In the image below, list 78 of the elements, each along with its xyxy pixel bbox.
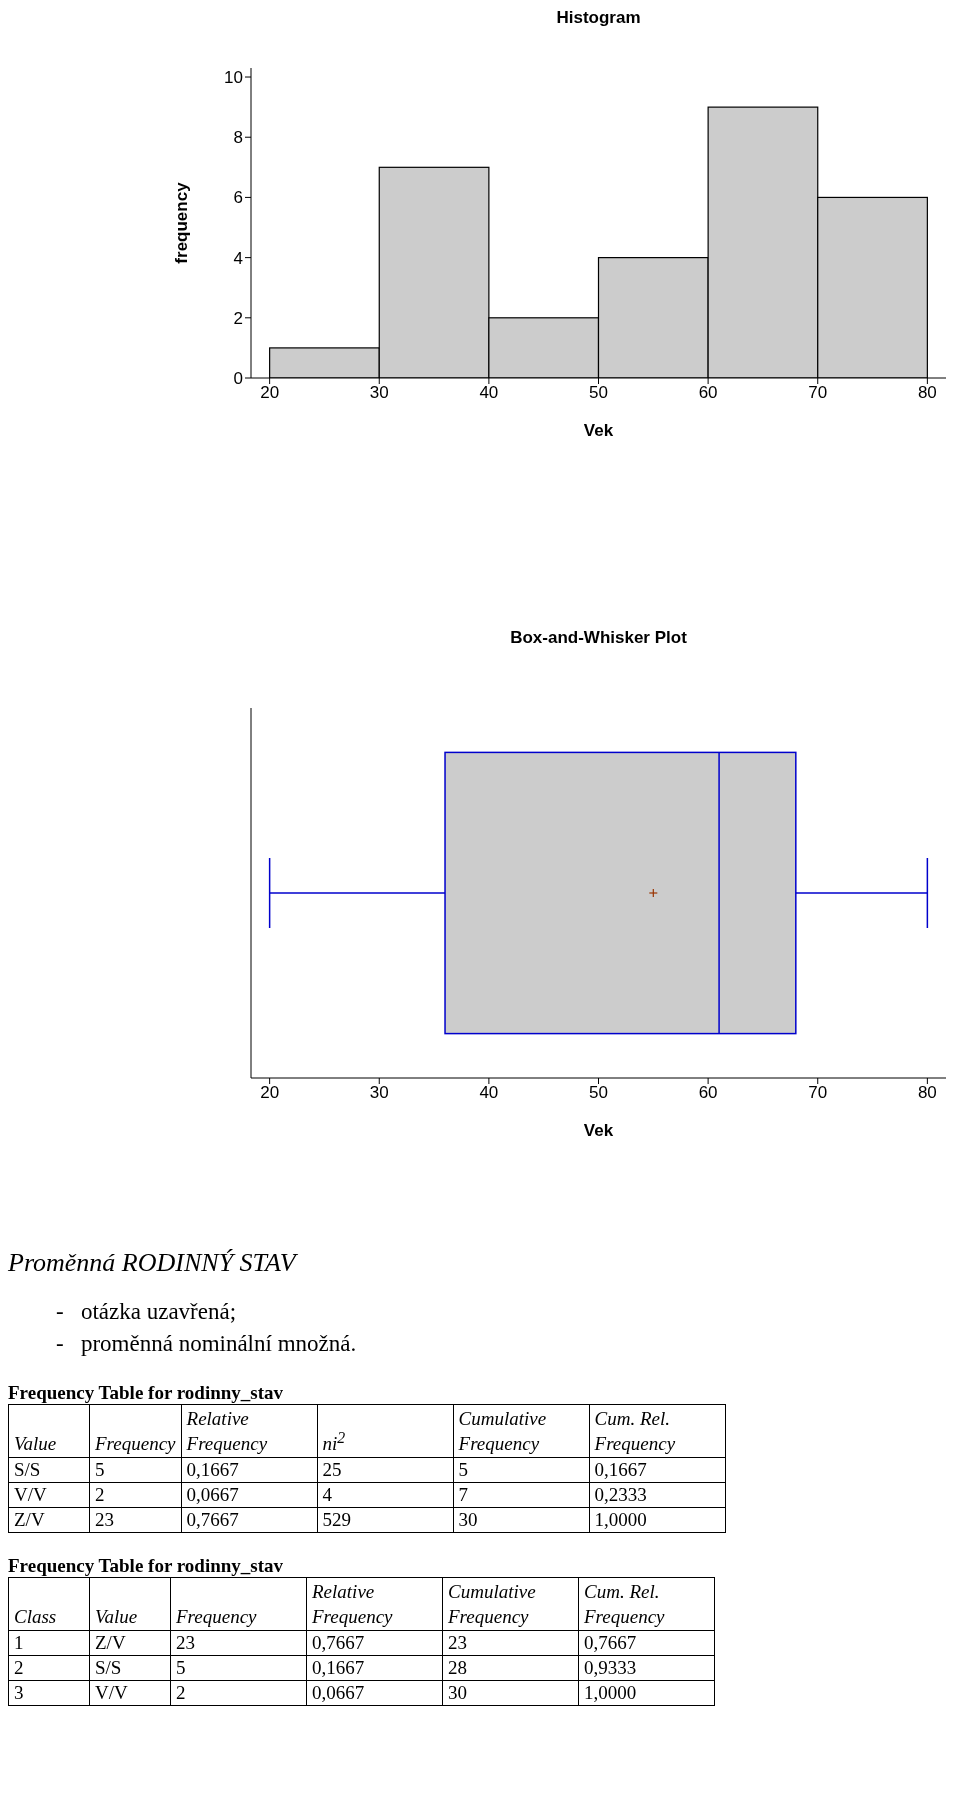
text: 23 bbox=[448, 1632, 467, 1653]
y-tick-label: 8 bbox=[233, 128, 243, 148]
x-tick-label: 80 bbox=[917, 1083, 937, 1103]
chart-title: Histogram bbox=[555, 8, 642, 28]
text: 2 bbox=[95, 1484, 105, 1505]
category-label: Cum. Rel. Frequency bbox=[578, 1577, 715, 1631]
text: 0,1667 bbox=[594, 1459, 647, 1480]
y-tick-label: 6 bbox=[233, 188, 243, 208]
x-tick-label: 50 bbox=[589, 383, 608, 403]
text: Frequency Table for rodinny_stav bbox=[8, 1555, 285, 1577]
text: - proměnná nominální množná. bbox=[55, 1330, 358, 1358]
text: 23 bbox=[176, 1632, 195, 1653]
text: S/S bbox=[14, 1459, 41, 1480]
x-tick-label: 60 bbox=[698, 1083, 718, 1103]
y-tick-label: 4 bbox=[233, 248, 243, 268]
text: Z/V bbox=[95, 1632, 126, 1653]
y-axis-title: frequency bbox=[172, 181, 192, 264]
x-tick-label: 30 bbox=[369, 383, 389, 403]
category-label: ni$^{2}$ bbox=[317, 1404, 454, 1458]
x-tick-label: 20 bbox=[260, 1083, 280, 1103]
text: 7 bbox=[458, 1484, 469, 1505]
x-tick-label: 80 bbox=[917, 383, 937, 403]
category-label: Cumulative Frequency bbox=[442, 1577, 579, 1631]
y-tick-label: 2 bbox=[233, 308, 243, 328]
text: 1,0000 bbox=[584, 1682, 637, 1703]
text: V/V bbox=[95, 1682, 128, 1703]
text: 23 bbox=[95, 1509, 114, 1530]
text: 30 bbox=[458, 1509, 478, 1530]
text: 0,0667 bbox=[312, 1682, 365, 1703]
category-label: Cumulative Frequency bbox=[453, 1404, 590, 1458]
category-label: Relative Frequency bbox=[306, 1577, 443, 1631]
category-label: Value bbox=[89, 1577, 171, 1631]
text: 0,9333 bbox=[584, 1657, 637, 1678]
text: - otázka uzavřená; bbox=[55, 1298, 238, 1326]
text: V/V bbox=[14, 1484, 47, 1505]
x-tick-label: 60 bbox=[698, 383, 718, 403]
x-tick-label: 50 bbox=[589, 1083, 608, 1103]
text: 5 bbox=[176, 1657, 186, 1678]
text: 2 bbox=[14, 1657, 24, 1678]
text: 0,7667 bbox=[584, 1632, 637, 1653]
text: 25 bbox=[322, 1459, 342, 1480]
text: 0,7667 bbox=[186, 1509, 239, 1530]
category-label: Relative Frequency bbox=[181, 1404, 318, 1458]
x-tick-label: 70 bbox=[808, 1083, 828, 1103]
text: S/S bbox=[95, 1657, 122, 1678]
category-label: Value bbox=[8, 1404, 90, 1458]
category-label: Class bbox=[8, 1577, 90, 1631]
text: 4 bbox=[322, 1484, 333, 1505]
x-axis-title: Vek bbox=[583, 1121, 614, 1140]
text: Proměnná RODINNÝ STAV bbox=[8, 1248, 299, 1278]
text: 28 bbox=[448, 1657, 467, 1678]
text: 3 bbox=[14, 1682, 24, 1703]
x-tick-label: 30 bbox=[369, 1083, 389, 1103]
text: 0,7667 bbox=[312, 1632, 365, 1653]
category-label: Frequency bbox=[89, 1404, 182, 1458]
category-label: Frequency bbox=[170, 1577, 307, 1631]
text: 1,0000 bbox=[594, 1509, 647, 1530]
text: 30 bbox=[448, 1682, 467, 1703]
text: 0,1667 bbox=[312, 1657, 365, 1678]
text: Frequency Table for rodinny_stav bbox=[8, 1382, 285, 1404]
text: 1 bbox=[14, 1632, 24, 1653]
text: 5 bbox=[458, 1459, 469, 1480]
text: 0,2333 bbox=[594, 1484, 647, 1505]
category-label: Cum. Rel. Frequency bbox=[589, 1404, 726, 1458]
chart-title: Box-and-Whisker Plot bbox=[509, 628, 688, 648]
text: Z/V bbox=[14, 1509, 45, 1530]
text: 5 bbox=[95, 1459, 105, 1480]
text: 529 bbox=[322, 1509, 352, 1530]
y-tick-label: 10 bbox=[224, 68, 243, 88]
x-tick-label: 40 bbox=[479, 1083, 499, 1103]
x-tick-label: 20 bbox=[260, 383, 280, 403]
x-axis-title: Vek bbox=[583, 421, 614, 440]
x-tick-label: 40 bbox=[479, 383, 499, 403]
text: 0,0667 bbox=[186, 1484, 239, 1505]
text: 0,1667 bbox=[186, 1459, 239, 1480]
y-tick-label: 0 bbox=[233, 369, 243, 389]
x-tick-label: 70 bbox=[808, 383, 828, 403]
text: 2 bbox=[176, 1682, 186, 1703]
